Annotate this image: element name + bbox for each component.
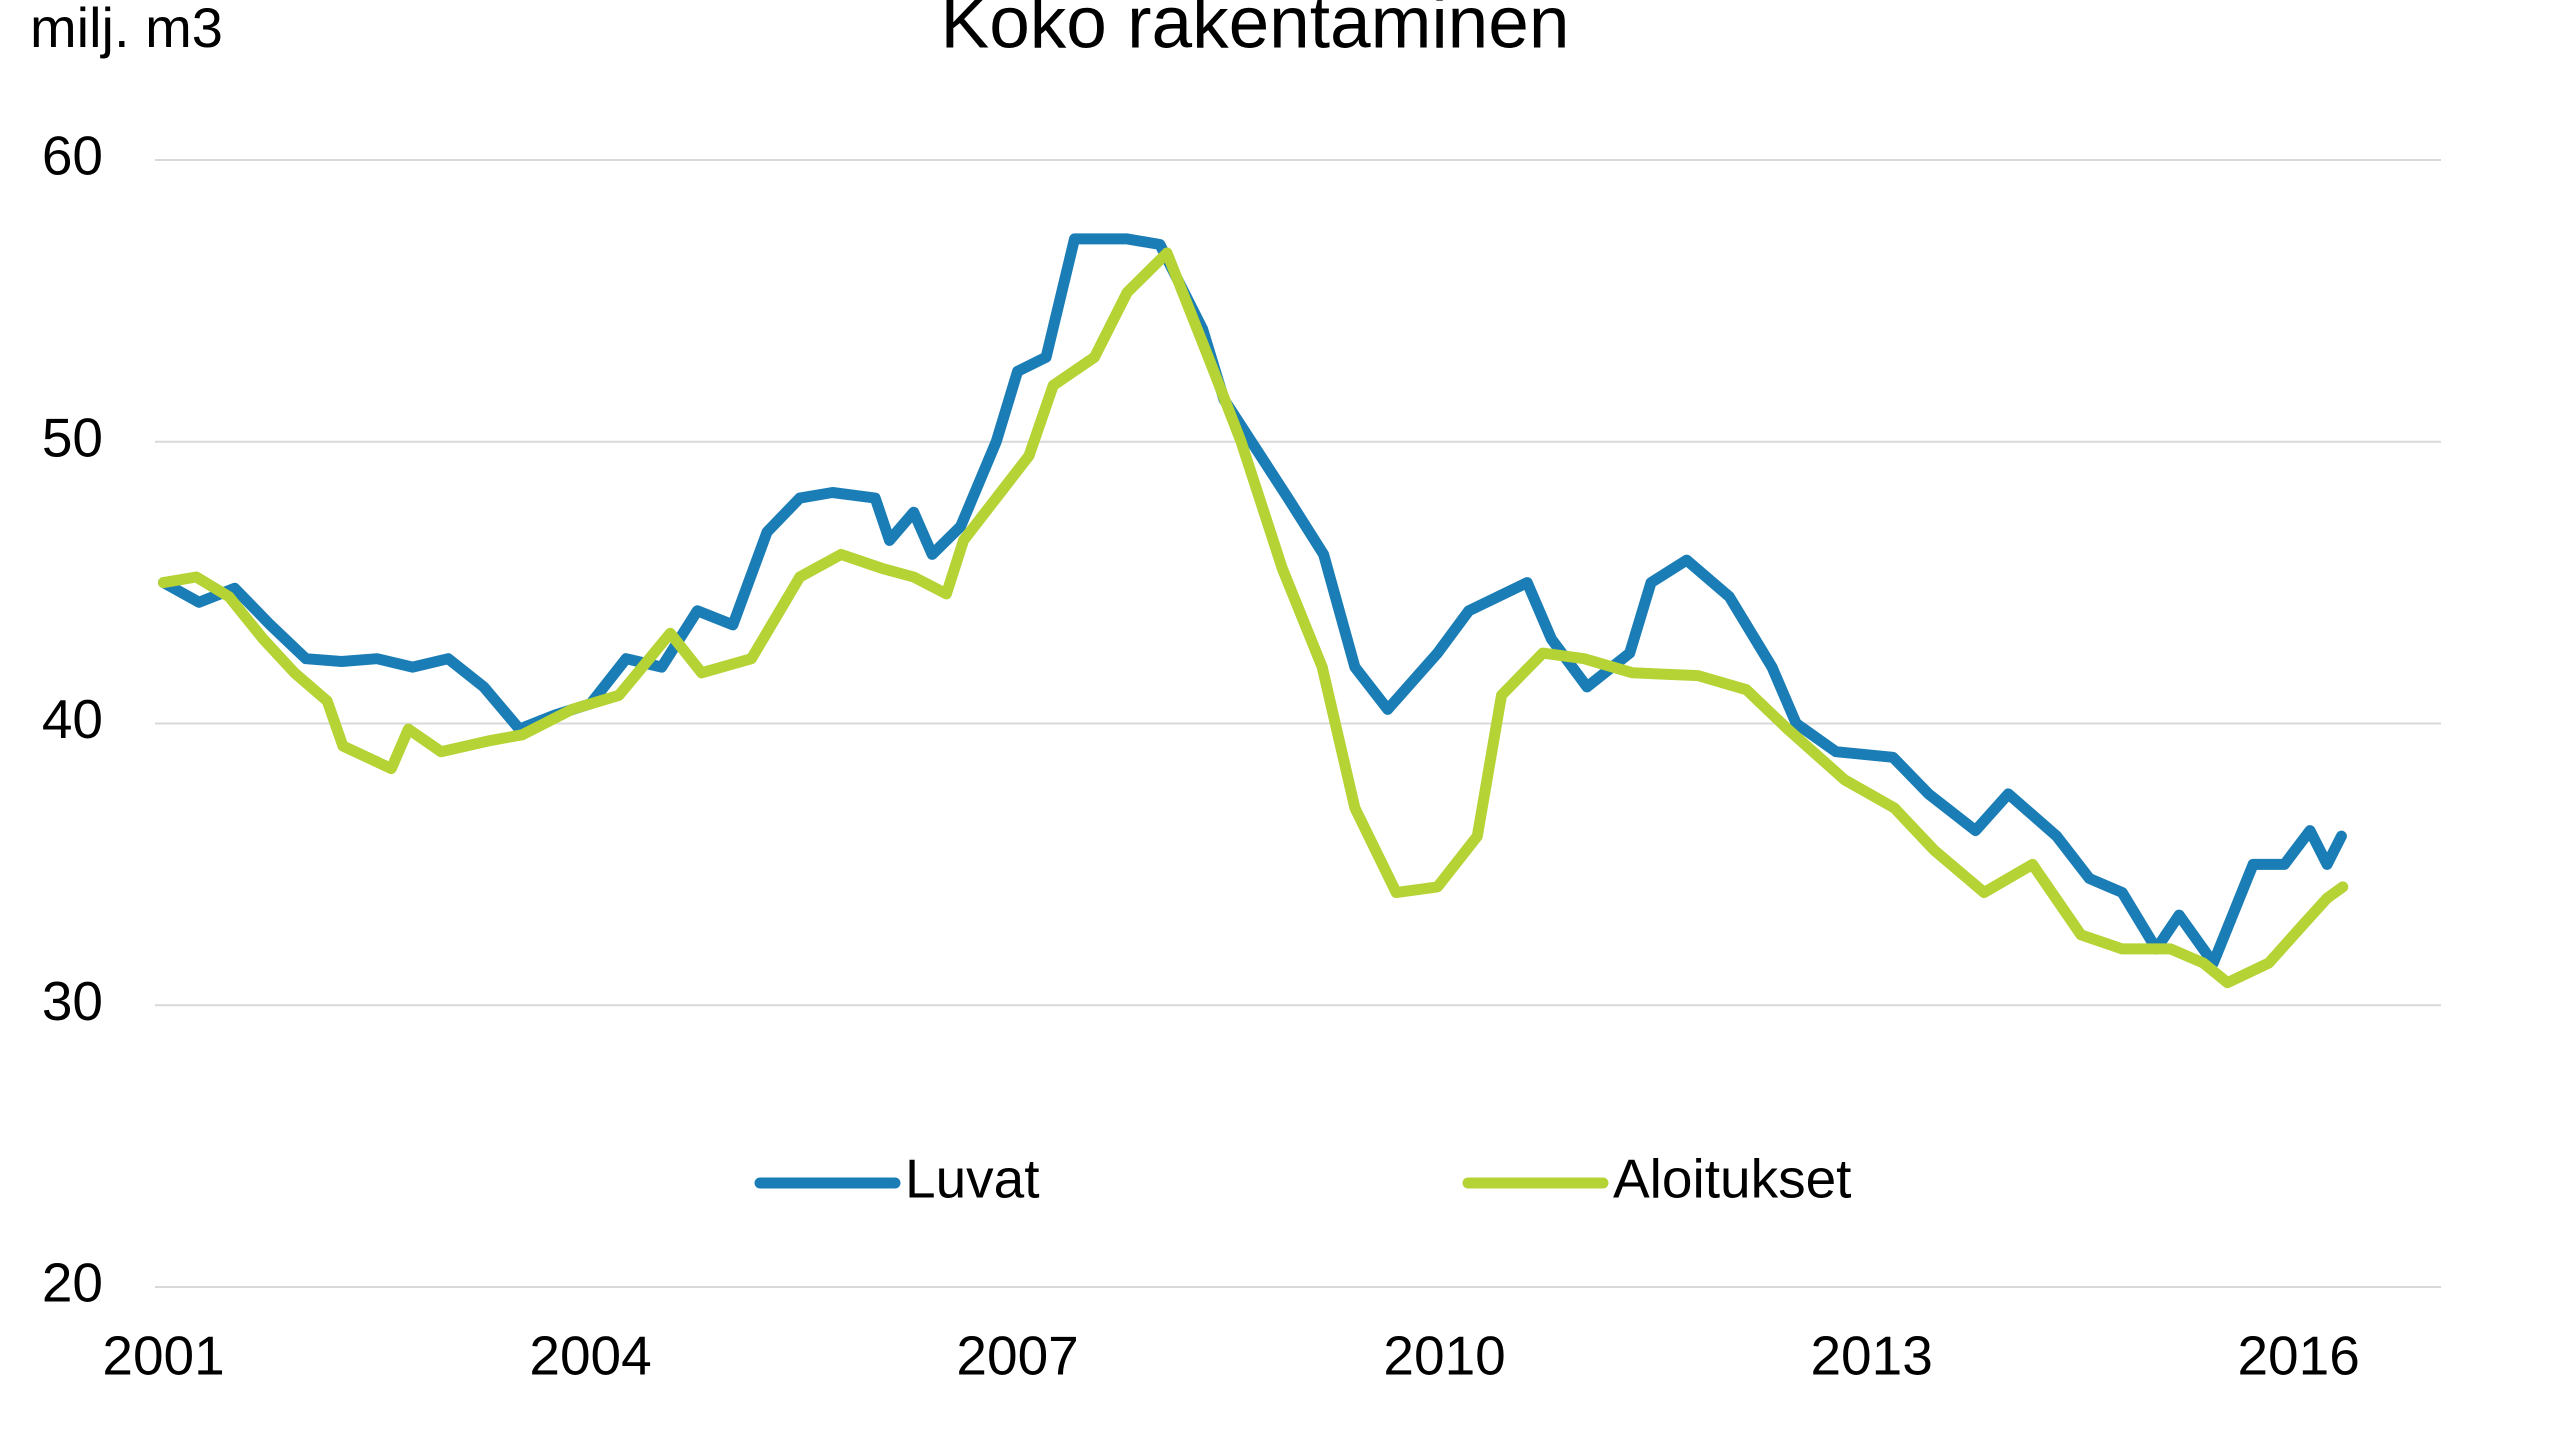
series-line: [158, 233, 2347, 969]
x-tick-label: 2010: [1383, 1325, 1505, 1387]
x-tick-label: 2001: [102, 1325, 224, 1387]
y-tick-label: 20: [42, 1252, 103, 1314]
y-tick-label: 50: [42, 406, 103, 468]
y-axis-label: milj. m3: [30, 0, 223, 59]
x-tick-label: 2016: [2237, 1325, 2359, 1387]
y-tick-label: 40: [42, 688, 103, 750]
x-tick-label: 2004: [529, 1325, 651, 1387]
chart-title: Koko rakentaminen: [941, 0, 1570, 63]
series-line: [158, 247, 2349, 989]
y-tick-label: 30: [42, 970, 103, 1032]
y-tick-label: 60: [42, 125, 103, 187]
legend-label: Luvat: [905, 1148, 1040, 1210]
x-tick-label: 2007: [956, 1325, 1078, 1387]
legend-label: Aloitukset: [1613, 1148, 1851, 1210]
x-tick-label: 2013: [1810, 1325, 1932, 1387]
